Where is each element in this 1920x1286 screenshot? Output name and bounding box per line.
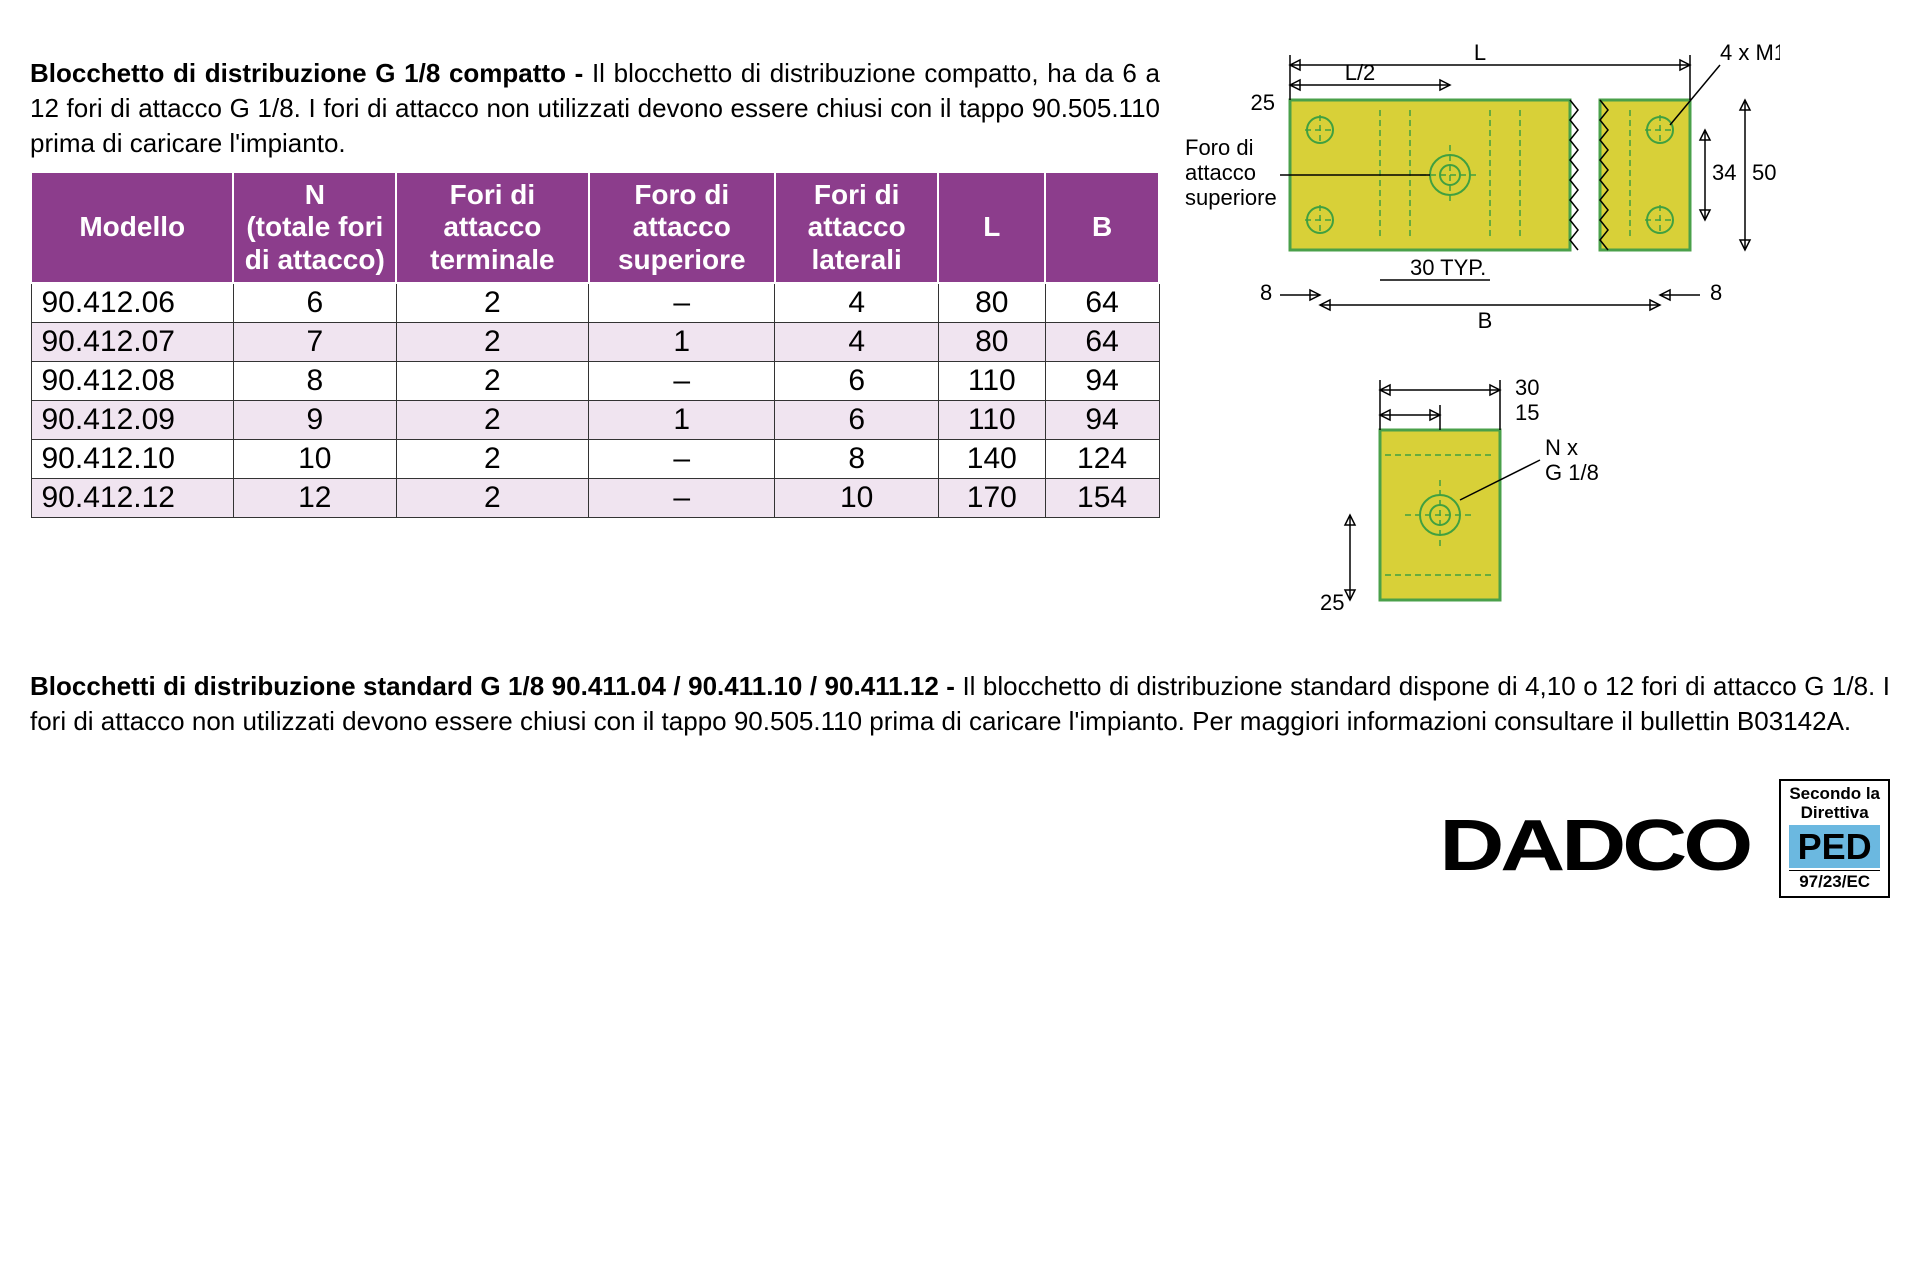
table-cell: 10	[233, 439, 396, 478]
foro-sup-2: attacco	[1185, 160, 1256, 185]
ped-line1: Secondo la	[1789, 785, 1880, 804]
table-cell: 170	[938, 478, 1045, 517]
table-row: 90.412.10102–8140124	[31, 439, 1159, 478]
table-cell: 6	[775, 400, 939, 439]
dim-15: 15	[1515, 400, 1539, 425]
table-row: 90.412.0772148064	[31, 322, 1159, 361]
intro-paragraph: Blocchetto di distribuzione G 1/8 compat…	[30, 56, 1160, 161]
dim-B: B	[1478, 308, 1493, 333]
table-cell: 7	[233, 322, 396, 361]
dim-30typ: 30 TYP.	[1410, 255, 1486, 280]
dim-L: L	[1474, 40, 1486, 65]
table-cell: 64	[1045, 283, 1159, 323]
table-header: Modello	[31, 172, 233, 283]
note-4xm10: 4 x M10	[1720, 40, 1780, 65]
below-title: Blocchetti di distribuzione standard G 1…	[30, 671, 962, 701]
table-cell: 4	[775, 283, 939, 323]
dim-50: 50	[1752, 160, 1776, 185]
table-header: B	[1045, 172, 1159, 283]
table-cell: 8	[233, 361, 396, 400]
table-header: Foro di attaccosuperiore	[589, 172, 775, 283]
dim-25a: 25	[1251, 90, 1275, 115]
table-cell: 12	[233, 478, 396, 517]
table-row: 90.412.0882–611094	[31, 361, 1159, 400]
dim-34: 34	[1712, 160, 1736, 185]
nxg-1: N x	[1545, 435, 1578, 460]
table-cell: 80	[938, 283, 1045, 323]
spec-table: ModelloN (totale fori di attacco)Fori di…	[30, 171, 1160, 518]
table-row: 90.412.09921611094	[31, 400, 1159, 439]
table-cell: 90.412.12	[31, 478, 233, 517]
table-cell: 94	[1045, 400, 1159, 439]
ped-mid: PED	[1789, 825, 1880, 869]
nxg-2: G 1/8	[1545, 460, 1599, 485]
table-cell: 9	[233, 400, 396, 439]
table-cell: 2	[396, 283, 588, 323]
table-cell: 90.412.07	[31, 322, 233, 361]
table-header: L	[938, 172, 1045, 283]
foro-sup-3: superiore	[1185, 185, 1277, 210]
table-cell: 64	[1045, 322, 1159, 361]
table-cell: 10	[775, 478, 939, 517]
table-cell: 6	[233, 283, 396, 323]
table-cell: 2	[396, 322, 588, 361]
ped-badge: Secondo la Direttiva PED 97/23/EC	[1779, 779, 1890, 898]
brand-logo: DADCO	[1439, 805, 1749, 887]
table-cell: 110	[938, 400, 1045, 439]
table-cell: –	[589, 361, 775, 400]
table-cell: 2	[396, 478, 588, 517]
table-cell: 2	[396, 439, 588, 478]
table-cell: 154	[1045, 478, 1159, 517]
intro-title: Blocchetto di distribuzione G 1/8 compat…	[30, 58, 592, 88]
table-cell: 1	[589, 322, 775, 361]
table-cell: –	[589, 439, 775, 478]
dim-30: 30	[1515, 375, 1539, 400]
table-header: Fori di attaccoterminale	[396, 172, 588, 283]
ped-bot: 97/23/EC	[1789, 870, 1880, 892]
table-cell: 94	[1045, 361, 1159, 400]
table-cell: –	[589, 478, 775, 517]
table-header: Fori di attaccolaterali	[775, 172, 939, 283]
table-cell: 90.412.08	[31, 361, 233, 400]
foro-sup-1: Foro di	[1185, 135, 1253, 160]
table-cell: 140	[938, 439, 1045, 478]
table-cell: 110	[938, 361, 1045, 400]
table-header: N (totale fori di attacco)	[233, 172, 396, 283]
table-cell: 90.412.09	[31, 400, 233, 439]
ped-line2: Direttiva	[1789, 804, 1880, 823]
table-cell: 2	[396, 400, 588, 439]
dim-25b: 25	[1320, 590, 1344, 615]
table-cell: 2	[396, 361, 588, 400]
table-cell: 6	[775, 361, 939, 400]
table-cell: 1	[589, 400, 775, 439]
below-paragraph: Blocchetti di distribuzione standard G 1…	[30, 669, 1890, 739]
table-cell: 80	[938, 322, 1045, 361]
table-cell: 8	[775, 439, 939, 478]
table-row: 90.412.12122–10170154	[31, 478, 1159, 517]
table-row: 90.412.0662–48064	[31, 283, 1159, 323]
dim-Lhalf: L/2	[1345, 60, 1376, 85]
table-cell: 90.412.10	[31, 439, 233, 478]
dim-8b: 8	[1710, 280, 1722, 305]
table-cell: 90.412.06	[31, 283, 233, 323]
table-cell: –	[589, 283, 775, 323]
dim-8a: 8	[1260, 280, 1272, 305]
table-cell: 124	[1045, 439, 1159, 478]
technical-diagram: L L/2 25 4 x M10 Foro di attacco superio…	[1180, 30, 1780, 657]
table-cell: 4	[775, 322, 939, 361]
